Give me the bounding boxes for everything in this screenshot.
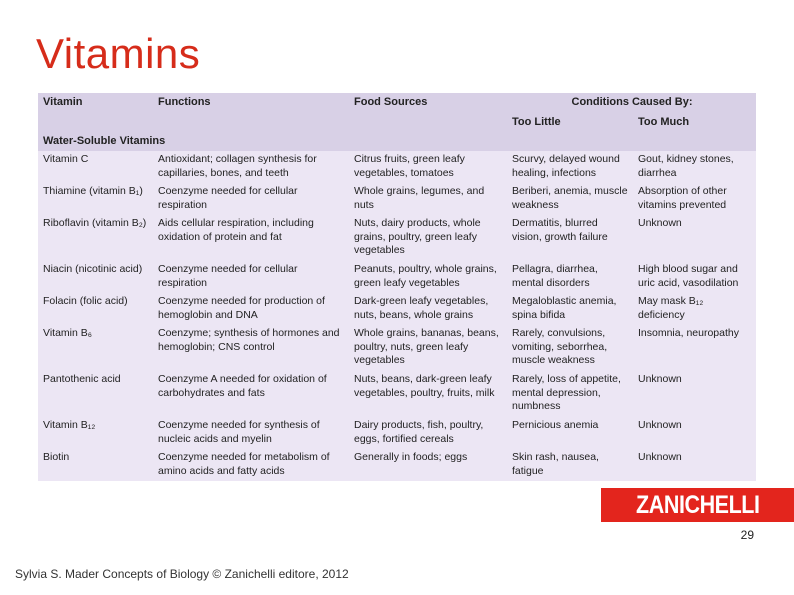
cell-too-much: Unknown — [638, 419, 682, 431]
table-row: Vitamin B₁₂ Coenzyme needed for synthesi… — [38, 417, 757, 449]
cell-food: Citrus fruits, green leafy vegetables, t… — [354, 153, 465, 179]
table-row: Vitamin C Antioxidant; collagen synthesi… — [38, 151, 757, 183]
footer-credit: Sylvia S. Mader Concepts of Biology © Za… — [15, 567, 349, 581]
cell-vitamin: Thiamine (vitamin B₁) — [43, 185, 143, 197]
cell-too-little: Megaloblastic anemia, spina bifida — [512, 295, 617, 321]
table-row: Folacin (folic acid) Coenzyme needed for… — [38, 293, 757, 325]
cell-vitamin: Vitamin C — [43, 153, 89, 165]
header-vitamin: Vitamin — [38, 93, 153, 115]
cell-vitamin: Biotin — [43, 451, 70, 463]
table-row: Biotin Coenzyme needed for metabolism of… — [38, 449, 757, 481]
cell-too-little: Skin rash, nausea, fatigue — [512, 451, 599, 477]
header-functions: Functions — [153, 93, 349, 115]
cell-too-much: May mask B₁₂ deficiency — [638, 295, 704, 321]
cell-functions: Coenzyme; synthesis of hormones and hemo… — [158, 327, 340, 353]
cell-vitamin: Pantothenic acid — [43, 373, 121, 385]
section-header: Water-Soluble Vitamins — [38, 134, 757, 151]
cell-food: Nuts, beans, dark-green leafy vegetables… — [354, 373, 495, 399]
cell-food: Whole grains, bananas, beans, poultry, n… — [354, 327, 499, 366]
cell-too-little: Pellagra, diarrhea, mental disorders — [512, 263, 598, 289]
table-row: Vitamin B₆ Coenzyme; synthesis of hormon… — [38, 325, 757, 371]
page-number: 29 — [740, 528, 754, 542]
cell-functions: Coenzyme needed for metabolism of amino … — [158, 451, 330, 477]
slide-title: Vitamins — [36, 30, 201, 77]
cell-food: Dairy products, fish, poultry, eggs, for… — [354, 419, 484, 445]
cell-functions: Antioxidant; collagen synthesis for capi… — [158, 153, 317, 179]
table-row: Pantothenic acid Coenzyme A needed for o… — [38, 371, 757, 417]
cell-functions: Coenzyme A needed for oxidation of carbo… — [158, 373, 327, 399]
header-too-much: Too Much — [633, 115, 757, 134]
table-row: Riboflavin (vitamin B₂) Aids cellular re… — [38, 215, 757, 261]
cell-functions: Coenzyme needed for cellular respiration — [158, 185, 298, 211]
cell-food: Whole grains, legumes, and nuts — [354, 185, 485, 211]
zanichelli-logo: ZANICHELLI — [601, 488, 794, 522]
cell-food: Dark-green leafy vegetables, nuts, beans… — [354, 295, 489, 321]
header-conditions: Conditions Caused By: — [507, 93, 757, 115]
vitamins-table: Vitamin Functions Food Sources Condition… — [38, 93, 757, 481]
table-row: Niacin (nicotinic acid) Coenzyme needed … — [38, 261, 757, 293]
cell-too-much: Gout, kidney stones, diarrhea — [638, 153, 734, 179]
cell-functions: Aids cellular respiration, including oxi… — [158, 217, 314, 243]
cell-too-little: Pernicious anemia — [512, 419, 599, 431]
cell-vitamin: Riboflavin (vitamin B₂) — [43, 217, 147, 229]
cell-too-much: Insomnia, neuropathy — [638, 327, 739, 339]
cell-too-little: Dermatitis, blurred vision, growth failu… — [512, 217, 608, 243]
cell-vitamin: Niacin (nicotinic acid) — [43, 263, 143, 275]
cell-too-much: Unknown — [638, 217, 682, 229]
logo-text: ZANICHELLI — [635, 490, 760, 519]
cell-vitamin: Folacin (folic acid) — [43, 295, 128, 307]
cell-functions: Coenzyme needed for synthesis of nucleic… — [158, 419, 320, 445]
cell-too-much: High blood sugar and uric acid, vasodila… — [638, 263, 739, 289]
cell-too-little: Beriberi, anemia, muscle weakness — [512, 185, 628, 211]
cell-too-little: Rarely, loss of appetite, mental depress… — [512, 373, 621, 412]
cell-functions: Coenzyme needed for production of hemogl… — [158, 295, 325, 321]
table-row: Thiamine (vitamin B₁) Coenzyme needed fo… — [38, 183, 757, 215]
cell-vitamin: Vitamin B₁₂ — [43, 419, 96, 431]
cell-too-much: Unknown — [638, 373, 682, 385]
cell-too-little: Rarely, convulsions, vomiting, seborrhea… — [512, 327, 608, 366]
cell-food: Peanuts, poultry, whole grains, green le… — [354, 263, 497, 289]
cell-too-little: Scurvy, delayed wound healing, infection… — [512, 153, 620, 179]
header-food-sources: Food Sources — [349, 93, 507, 115]
cell-food: Nuts, dairy products, whole grains, poul… — [354, 217, 481, 256]
cell-food: Generally in foods; eggs — [354, 451, 468, 463]
cell-vitamin: Vitamin B₆ — [43, 327, 92, 339]
header-too-little: Too Little — [507, 115, 633, 134]
cell-too-much: Absorption of other vitamins prevented — [638, 185, 727, 211]
cell-too-much: Unknown — [638, 451, 682, 463]
cell-functions: Coenzyme needed for cellular respiration — [158, 263, 298, 289]
